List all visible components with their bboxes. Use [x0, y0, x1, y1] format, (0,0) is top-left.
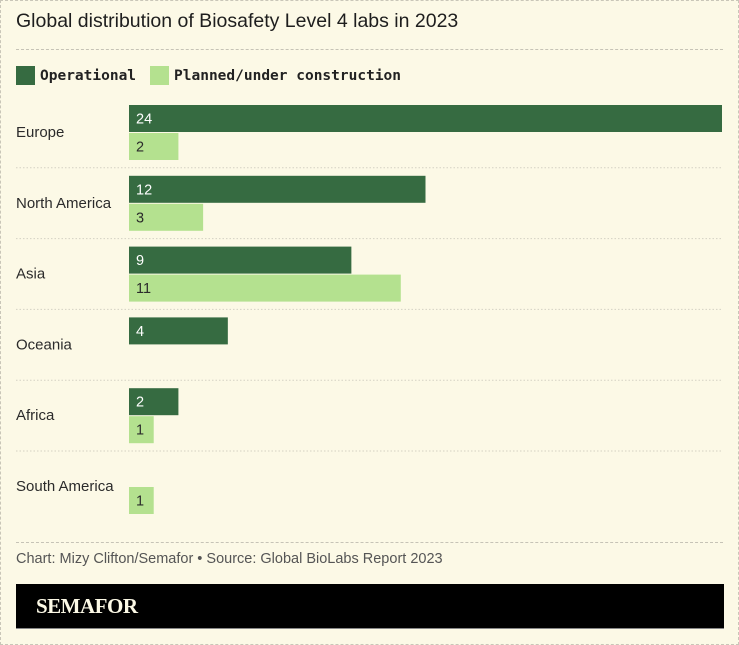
data-label: 2	[136, 395, 144, 411]
legend-swatch-planned	[150, 66, 170, 85]
chart-title: Global distribution of Biosafety Level 4…	[16, 10, 459, 32]
legend-label-planned: Planned/under construction	[174, 67, 402, 84]
data-label: 1	[136, 494, 144, 510]
brand-bar: SEMAFOR	[16, 584, 724, 629]
category-label: South America	[16, 478, 114, 495]
category-label: Asia	[16, 266, 46, 283]
bar-planned-under-construction-south-america	[129, 487, 154, 514]
category-group-north-america: North America 12 3	[16, 175, 722, 240]
bar-operational-oceania	[129, 317, 228, 345]
data-label: 4	[136, 324, 144, 340]
footer-divider	[16, 542, 723, 543]
data-label: 12	[136, 182, 152, 198]
category-group-asia: Asia 9 11	[16, 246, 722, 310]
legend-label-operational: Operational	[40, 67, 137, 84]
category-label: Europe	[16, 124, 64, 141]
bar-planned-under-construction-europe	[129, 133, 179, 160]
category-label: Africa	[16, 407, 55, 424]
bar-operational-africa	[129, 388, 179, 416]
category-group-oceania: Oceania 4	[16, 317, 722, 381]
bar-operational-europe	[129, 105, 722, 132]
legend-item-operational: Operational	[16, 66, 136, 85]
data-label: 11	[136, 281, 151, 297]
title-divider	[16, 49, 723, 50]
category-group-europe: Europe 24 2	[16, 105, 722, 169]
bar-planned-under-construction-asia	[129, 274, 401, 302]
source-note: Chart: Mizy Clifton/Semafor • Source: Gl…	[16, 551, 443, 567]
brand-logo: SEMAFOR	[36, 594, 138, 618]
category-label: Oceania	[16, 336, 73, 353]
bar-planned-under-construction-north-america	[129, 203, 204, 231]
data-label: 2	[136, 140, 144, 156]
data-label: 1	[136, 423, 144, 439]
bar-planned-under-construction-africa	[129, 416, 154, 444]
bar-operational-north-america	[129, 175, 426, 203]
category-label: North America	[16, 195, 112, 212]
data-label: 3	[136, 210, 144, 226]
bar-operational-asia	[129, 246, 352, 274]
legend: Operational Planned/under construction	[16, 66, 415, 85]
category-group-south-america: South America 1	[16, 478, 154, 514]
legend-item-planned: Planned/under construction	[150, 66, 401, 85]
data-label: 24	[136, 112, 152, 128]
category-group-africa: Africa 2 1	[16, 388, 722, 452]
data-label: 9	[136, 253, 144, 269]
legend-swatch-operational	[16, 66, 35, 85]
